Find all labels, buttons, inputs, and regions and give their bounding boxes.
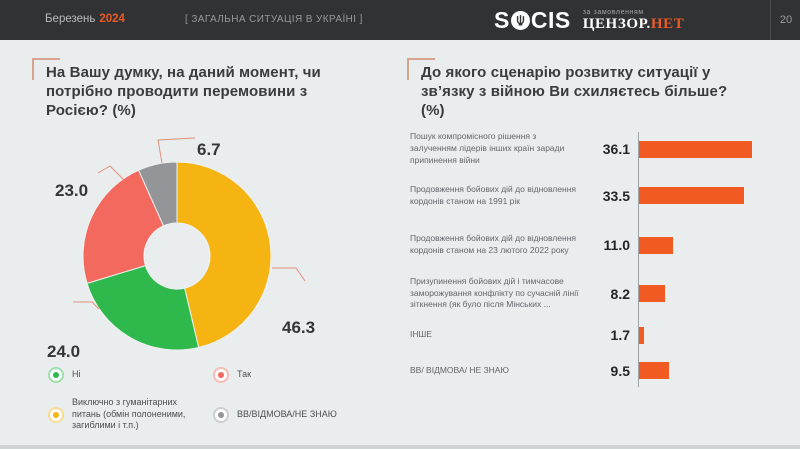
label-leader-line — [73, 301, 100, 310]
bar-row: Призупинення бойових дій і тимчасове зам… — [410, 270, 792, 317]
section-title: [ ЗАГАЛЬНА СИТУАЦІЯ В УКРАЇНІ ] — [185, 14, 363, 25]
bar-chart: Пошук компромісного рішення з залученням… — [410, 127, 792, 388]
bar — [639, 326, 645, 344]
donut-slice — [176, 161, 272, 349]
donut-value-label: 46.3 — [282, 318, 315, 337]
bar-row: ВВ/ ВІДМОВА/ НЕ ЗНАЮ 9.5 — [410, 353, 792, 388]
bar-category-label: Пошук компромісного рішення з залученням… — [410, 131, 565, 165]
donut-value-label: 23.0 — [55, 181, 88, 200]
legend-marker-icon — [48, 406, 64, 423]
legend-marker-icon — [213, 406, 229, 423]
censor-net: НЕТ — [650, 15, 685, 32]
bar-category-label: ВВ/ ВІДМОВА/ НЕ ЗНАЮ — [410, 364, 510, 375]
bar-track — [636, 140, 792, 158]
bar-track — [636, 285, 792, 302]
bar-value-label: 36.1 — [602, 141, 630, 157]
bar-category-label: Продовження бойових дій до відновлення к… — [410, 183, 576, 206]
bar-row: ІНШЕ 1.7 — [410, 317, 792, 353]
bar-chart-section: До якого сценарію розвитку ситуації у зв… — [405, 55, 795, 445]
report-month: Березень 2024 — [45, 13, 125, 25]
bar — [639, 285, 665, 302]
commissioned-by-label: за замовленням — [582, 8, 644, 16]
corner-bracket-icon — [32, 58, 60, 80]
donut-chart-section: На Вашу думку, на даний момент, чи потрі… — [30, 55, 390, 445]
bar — [639, 140, 752, 158]
bar-track — [636, 236, 792, 254]
donut-value-label: 24.0 — [47, 342, 80, 361]
bar-category-label: ІНШЕ — [410, 329, 432, 340]
bar-track — [636, 326, 792, 344]
bar-track — [636, 187, 792, 204]
donut-chart-title: На Вашу думку, на даний момент, чи потрі… — [46, 64, 321, 119]
donut-slice — [82, 169, 165, 284]
donut-legend: Ні Так Виключно з гуманітарних питань (обм… — [48, 367, 383, 432]
bar-track — [636, 362, 792, 379]
bar-value-label: 1.7 — [610, 327, 630, 343]
label-leader-line — [157, 137, 196, 164]
bar-chart-title: До якого сценарію розвитку ситуації у зв… — [421, 64, 728, 119]
bar-value-label: 11.0 — [603, 237, 630, 253]
donut-slice — [86, 264, 200, 351]
label-leader-line — [272, 267, 306, 282]
socis-logo: S CIS — [494, 5, 571, 35]
bar-value-label: 8.2 — [610, 285, 630, 302]
legend-marker-icon — [213, 367, 229, 383]
bar-row: Пошук компромісного рішення з залученням… — [410, 127, 792, 171]
donut-slice — [137, 161, 178, 227]
year-label: 2024 — [99, 13, 125, 25]
bar — [639, 236, 674, 254]
legend-item: ВВ/ВІДМОВА/НЕ ЗНАЮ — [213, 406, 383, 423]
bar-category-label: Продовження бойових дій до відновлення к… — [410, 233, 576, 255]
bar-row: Продовження бойових дій до відновлення к… — [410, 171, 792, 220]
censor-name: ЦЕНЗОР. — [582, 15, 651, 32]
censor-logo: за замовленням ЦЕНЗОР.НЕТ — [583, 9, 685, 32]
logo-group: S CIS за замовленням ЦЕНЗОР.НЕТ — [494, 5, 684, 35]
header-bar: Березень 2024 [ ЗАГАЛЬНА СИТУАЦІЯ В УКРАЇ… — [0, 0, 800, 40]
label-leader-line — [97, 165, 125, 181]
socis-logo-prefix: S — [494, 7, 510, 33]
trident-icon — [510, 10, 530, 30]
legend-label: ВВ/ВІДМОВА/НЕ ЗНАЮ — [237, 408, 337, 419]
bar — [639, 362, 669, 379]
legend-label: Виключно з гуманітарних питань (обмін по… — [72, 397, 186, 431]
legend-item: Ні — [48, 367, 213, 383]
slide-bottom-edge — [0, 445, 800, 449]
legend-item: Так — [213, 367, 383, 383]
month-label: Березень — [45, 13, 96, 25]
bar-value-label: 33.5 — [602, 187, 630, 204]
donut-chart: 46.3 24.0 23.0 6.7 — [47, 137, 315, 361]
corner-bracket-icon — [407, 58, 435, 80]
bar-category-label: Призупинення бойових дій і тимчасове зам… — [410, 275, 579, 310]
legend-label: Так — [237, 369, 252, 380]
bar-row: Продовження бойових дій до відновлення к… — [410, 220, 792, 270]
bar-value-label: 9.5 — [610, 362, 630, 379]
page-number: 20 — [779, 14, 793, 26]
socis-logo-suffix: CIS — [530, 7, 571, 33]
donut-value-label: 6.7 — [197, 140, 221, 159]
legend-marker-icon — [48, 367, 64, 383]
bar — [639, 187, 744, 204]
legend-label: Ні — [72, 369, 81, 380]
header-divider — [770, 0, 771, 40]
legend-item: Виключно з гуманітарних питань (обмін по… — [48, 397, 213, 432]
